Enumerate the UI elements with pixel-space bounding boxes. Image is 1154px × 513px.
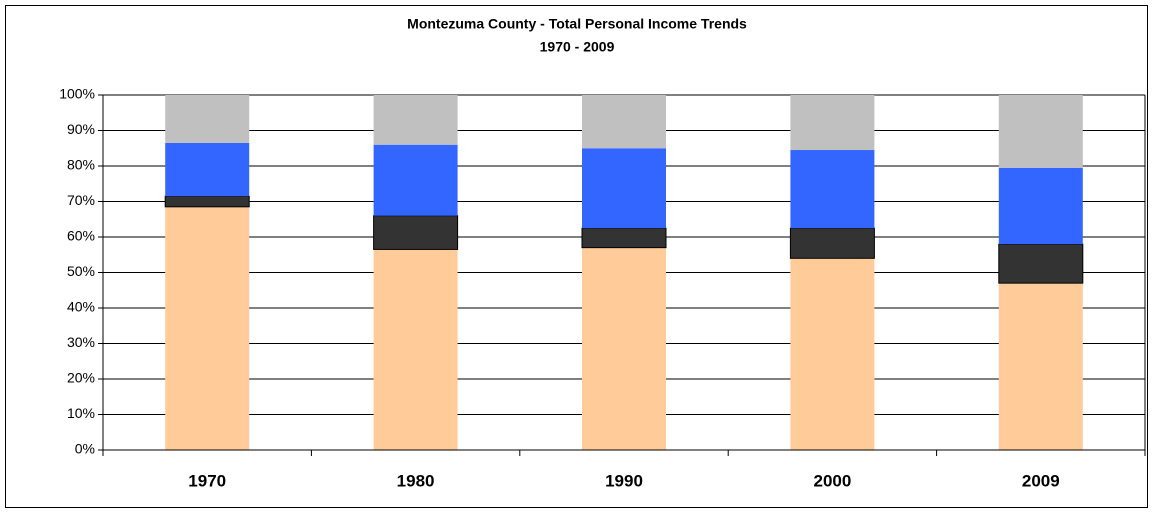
bar-segment [581, 227, 667, 249]
bar-segment [998, 167, 1083, 245]
chart-subtitle: 1970 - 2009 [540, 39, 615, 55]
y-tick-label: 70% [67, 192, 95, 208]
y-tick-label: 80% [67, 157, 95, 173]
y-tick-label: 40% [67, 299, 95, 315]
x-tick-label: 1970 [188, 471, 226, 490]
bar-segment [998, 95, 1083, 168]
x-tick-label: 1990 [605, 471, 643, 490]
y-tick-label: 0% [75, 441, 95, 457]
chart-title: Montezuma County - Total Personal Income… [407, 16, 747, 32]
bar-segment [790, 95, 875, 151]
x-tick-label: 2000 [813, 471, 851, 490]
bar-segment [998, 283, 1083, 450]
bar-segment [582, 247, 666, 450]
bar-segment [582, 148, 666, 229]
bar-segment [164, 195, 250, 208]
y-tick-label: 20% [67, 370, 95, 386]
bar-segment [998, 243, 1084, 284]
bar-segment [790, 258, 875, 450]
bar-segment [165, 206, 250, 450]
y-tick-label: 60% [67, 228, 95, 244]
y-tick-label: 90% [67, 121, 95, 137]
y-tick-label: 50% [67, 263, 95, 279]
y-tick-label: 10% [67, 405, 95, 421]
bar-segment [373, 249, 458, 450]
bar-segment [789, 227, 875, 259]
y-tick-label: 100% [59, 86, 95, 102]
bar-segment [790, 150, 875, 229]
bar-segment [165, 142, 250, 197]
y-tick-label: 30% [67, 334, 95, 350]
bar-segment [582, 95, 666, 149]
x-tick-label: 2009 [1022, 471, 1060, 490]
bar-segment [373, 95, 458, 145]
bar-segment [165, 95, 250, 143]
bar-segment [373, 215, 459, 250]
x-tick-label: 1980 [397, 471, 435, 490]
bar-segment [373, 144, 458, 216]
